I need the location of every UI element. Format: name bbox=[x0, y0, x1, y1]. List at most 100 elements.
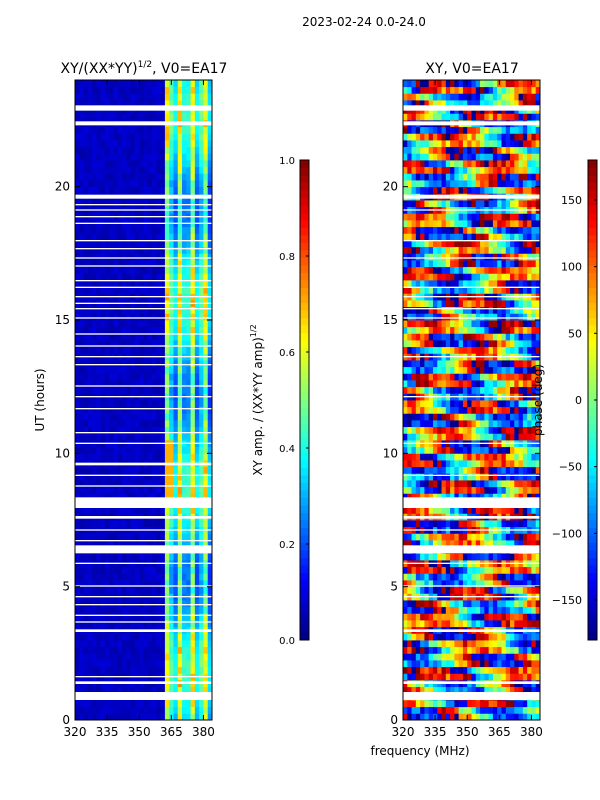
heatmap-cell bbox=[531, 400, 537, 408]
heatmap-cell bbox=[497, 553, 502, 561]
heatmap-cell bbox=[432, 453, 438, 461]
heatmap-cell bbox=[428, 606, 434, 614]
heatmap-cell bbox=[139, 360, 144, 368]
heatmap-cell bbox=[411, 473, 417, 481]
heatmap-cell bbox=[177, 126, 183, 134]
heatmap-cell bbox=[87, 653, 93, 661]
heatmap-cell bbox=[79, 246, 84, 254]
heatmap-cell bbox=[194, 633, 200, 641]
heatmap-cell bbox=[497, 400, 502, 408]
heatmap-cell bbox=[203, 400, 209, 408]
heatmap-cell bbox=[420, 586, 425, 594]
colorbar-segment bbox=[300, 535, 309, 543]
heatmap-cell bbox=[104, 366, 110, 374]
heatmap-cell bbox=[79, 706, 84, 714]
heatmap-cell bbox=[122, 180, 127, 188]
heatmap-cell bbox=[199, 666, 204, 674]
heatmap-cell bbox=[488, 620, 494, 628]
heatmap-cell bbox=[122, 386, 127, 394]
heatmap-cell bbox=[492, 426, 498, 434]
heatmap-cell bbox=[164, 380, 170, 388]
heatmap-cell bbox=[143, 533, 149, 541]
heatmap-cell bbox=[139, 280, 144, 288]
heatmap-cell bbox=[113, 426, 119, 434]
heatmap-cell bbox=[207, 646, 213, 654]
heatmap-cell bbox=[518, 620, 524, 628]
heatmap-cell bbox=[190, 426, 196, 434]
heatmap-cell bbox=[492, 573, 498, 581]
heatmap-cell bbox=[505, 653, 511, 661]
heatmap-cell bbox=[113, 253, 119, 261]
heatmap-cell bbox=[445, 366, 451, 374]
heatmap-cell bbox=[522, 713, 528, 721]
colorbar-segment bbox=[300, 340, 309, 348]
heatmap-cell bbox=[87, 713, 93, 721]
heatmap-cell bbox=[501, 606, 507, 614]
heatmap-cell bbox=[403, 520, 408, 528]
heatmap-cell bbox=[190, 346, 196, 354]
heatmap-cell bbox=[203, 266, 209, 274]
flagged-gap bbox=[75, 105, 212, 111]
heatmap-cell bbox=[113, 580, 119, 588]
heatmap-cell bbox=[203, 320, 209, 328]
heatmap-cell bbox=[156, 346, 162, 354]
heatmap-cell bbox=[190, 586, 196, 594]
heatmap-cell bbox=[480, 506, 485, 514]
heatmap-cell bbox=[147, 573, 153, 581]
heatmap-cell bbox=[87, 533, 93, 541]
heatmap-cell bbox=[173, 453, 179, 461]
heatmap-cell bbox=[475, 466, 481, 474]
heatmap-cell bbox=[126, 320, 132, 328]
colorbar-segment bbox=[300, 355, 309, 363]
heatmap-cell bbox=[462, 706, 468, 714]
heatmap-cell bbox=[432, 633, 438, 641]
heatmap-cell bbox=[190, 100, 196, 108]
heatmap-cell bbox=[130, 386, 136, 394]
heatmap-cell bbox=[173, 426, 179, 434]
colorbar-segment bbox=[300, 220, 309, 228]
heatmap-cell bbox=[173, 580, 179, 588]
colorbar-segment bbox=[300, 527, 309, 536]
heatmap-cell bbox=[173, 260, 179, 268]
heatmap-cell bbox=[488, 540, 494, 548]
heatmap-cell bbox=[117, 333, 123, 341]
heatmap-cell bbox=[92, 286, 97, 294]
heatmap-cell bbox=[480, 533, 485, 541]
heatmap-cell bbox=[75, 140, 80, 148]
heatmap-cell bbox=[169, 453, 174, 461]
heatmap-cell bbox=[143, 400, 149, 408]
heatmap-cell bbox=[177, 540, 183, 548]
heatmap-cell bbox=[207, 400, 213, 408]
heatmap-cell bbox=[83, 586, 89, 594]
heatmap-cell bbox=[109, 453, 114, 461]
heatmap-cell bbox=[92, 573, 97, 581]
heatmap-cell bbox=[164, 266, 170, 274]
heatmap-cell bbox=[83, 533, 89, 541]
heatmap-cell bbox=[96, 140, 102, 148]
heatmap-cell bbox=[501, 700, 507, 708]
heatmap-cell bbox=[484, 473, 490, 481]
heatmap-cell bbox=[462, 493, 468, 501]
heatmap-cell bbox=[420, 520, 425, 528]
heatmap-cell bbox=[194, 660, 200, 668]
flagged-gap bbox=[75, 333, 212, 335]
flagged-gap bbox=[75, 204, 212, 206]
heatmap-cell bbox=[83, 280, 89, 288]
heatmap-cell bbox=[411, 406, 417, 414]
heatmap-cell bbox=[510, 433, 515, 441]
heatmap-cell bbox=[156, 160, 162, 168]
heatmap-cell bbox=[104, 506, 110, 514]
heatmap-cell bbox=[164, 553, 170, 561]
heatmap-cell bbox=[207, 660, 213, 668]
heatmap-cell bbox=[432, 686, 438, 694]
heatmap-cell bbox=[437, 520, 442, 528]
heatmap-cell bbox=[113, 706, 119, 714]
heatmap-cell bbox=[203, 413, 209, 421]
heatmap-cell bbox=[475, 666, 481, 674]
heatmap-cell bbox=[522, 573, 528, 581]
flagged-gap bbox=[75, 345, 212, 347]
heatmap-cell bbox=[432, 426, 438, 434]
heatmap-cell bbox=[139, 660, 144, 668]
heatmap-cell bbox=[147, 313, 153, 321]
heatmap-cell bbox=[467, 453, 472, 461]
